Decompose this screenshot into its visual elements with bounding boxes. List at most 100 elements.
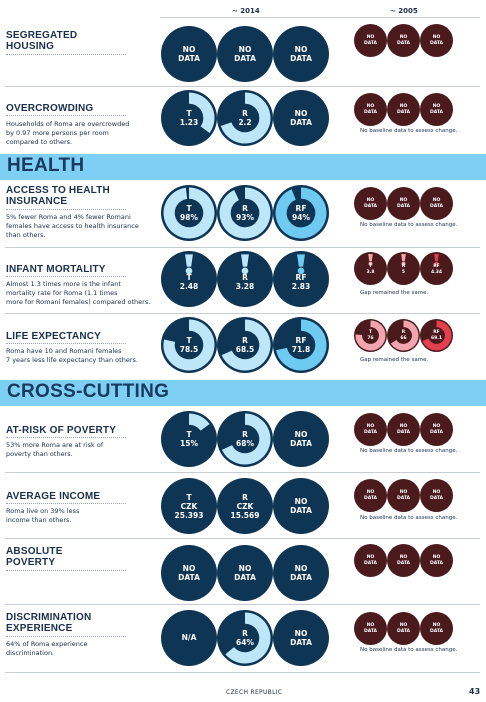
indicator-bubble-total: NO DATA: [161, 26, 217, 82]
exclamation-icon: [434, 253, 439, 266]
exclamation-dot: [241, 267, 249, 275]
progress-arc: [188, 92, 215, 133]
baseline-bubble-romani-female: NO DATA: [420, 479, 453, 512]
section-title-health: HEALTH: [7, 155, 85, 176]
row-description-health-insurance: 5% fewer Roma and 4% fewer Romani females…: [6, 213, 139, 239]
indicator-bubble-romani-female: NO DATA: [273, 478, 329, 534]
indicator-bubble-roma: NO DATA: [217, 26, 273, 82]
title-rule: [6, 115, 126, 116]
row-divider: [5, 86, 480, 87]
indicator-bubble-romani-female: RF 71.8: [273, 317, 329, 373]
exclamation-dot: [297, 267, 305, 275]
row-description-overcrowding: Households of Roma are overcrowded by 0.9…: [6, 120, 130, 146]
baseline-bubble-roma: NO DATA: [387, 544, 420, 577]
baseline-bubble-roma: NO DATA: [387, 612, 420, 645]
row-title-discrimination-experience: DISCRIMINATION EXPERIENCE: [6, 612, 92, 634]
indicator-bubble-total: T 15%: [161, 411, 217, 467]
baseline-bubble-total: NO DATA: [354, 544, 387, 577]
progress-arc: [275, 187, 327, 239]
indicator-bubble-romani-female: NO DATA: [273, 610, 329, 666]
title-rule: [6, 570, 126, 571]
row-title-health-insurance: ACCESS TO HEALTH INSURANCE: [6, 185, 110, 207]
indicator-bubble-roma: R CZK 15.569: [217, 478, 273, 534]
indicator-bubble-total: T 78.5: [161, 317, 217, 373]
column-header-2005: ~ 2005: [390, 7, 418, 15]
progress-ring: [275, 187, 327, 239]
row-title-absolute-poverty: ABSOLUTE POVERTY: [6, 546, 63, 568]
title-rule: [6, 54, 126, 55]
baseline-bubble-roma: NO DATA: [387, 187, 420, 220]
indicator-bubble-total: T 98%: [161, 185, 217, 241]
progress-arc: [390, 320, 419, 351]
row-divider: [5, 313, 480, 314]
indicator-bubble-romani-female: RF 2.83: [273, 251, 329, 307]
indicator-bubble-total: NO DATA: [161, 545, 217, 601]
progress-arc: [220, 92, 271, 144]
baseline-bubble-total: NO DATA: [354, 413, 387, 446]
change-note: Gap remained the same.: [360, 290, 429, 296]
baseline-bubble-total: NO DATA: [354, 187, 387, 220]
indicator-bubble-roma: R 3.28: [217, 251, 273, 307]
row-divider: [5, 472, 480, 473]
progress-ring: [276, 319, 327, 371]
title-rule: [6, 276, 126, 277]
row-description-life-expectancy: Roma have 10 and Romani females 7 years l…: [6, 347, 138, 364]
progress-ring: [225, 612, 271, 664]
change-note: No baseline data to assess change.: [360, 448, 458, 454]
change-note: No baseline data to assess change.: [360, 647, 458, 653]
exclamation-icon: [368, 253, 373, 266]
exclamation-dot: [401, 261, 406, 266]
baseline-bubble-total: T 76: [354, 319, 387, 352]
baseline-bubble-romani-female: NO DATA: [420, 612, 453, 645]
change-note: No baseline data to assess change.: [360, 515, 458, 521]
progress-arc: [221, 413, 271, 465]
baseline-bubble-romani-female: NO DATA: [420, 187, 453, 220]
exclamation-bar: [368, 253, 373, 262]
baseline-bubble-romani-female: RF 4.34: [420, 252, 453, 285]
row-description-infant-mortality: Almost 1.3 times more is the infant morta…: [6, 280, 151, 306]
exclamation-bar: [297, 254, 305, 267]
progress-arc: [355, 320, 386, 351]
column-header-2014: ~ 2014: [232, 7, 260, 15]
progress-arc: [219, 187, 271, 239]
baseline-bubble-romani-female: NO DATA: [420, 93, 453, 126]
exclamation-bar: [434, 253, 439, 262]
title-rule: [6, 503, 126, 504]
indicator-bubble-total: T 1.23: [161, 90, 217, 146]
exclamation-bar: [185, 254, 193, 267]
exclamation-dot: [185, 267, 193, 275]
row-divider: [5, 538, 480, 539]
row-divider: [5, 604, 480, 605]
title-rule: [6, 343, 126, 344]
progress-arc: [163, 187, 215, 239]
row-title-life-expectancy: LIFE EXPECTANCY: [6, 331, 102, 342]
row-divider: [5, 672, 480, 673]
progress-ring: [355, 320, 386, 351]
row-description-at-risk-of-poverty: 53% more Roma are at risk of poverty than…: [6, 441, 104, 458]
change-note: No baseline data to assess change.: [360, 222, 458, 228]
exclamation-dot: [368, 261, 373, 266]
change-note: No baseline data to assess change.: [360, 128, 458, 134]
exclamation-bar: [241, 254, 249, 267]
indicator-bubble-total: N/A: [161, 610, 217, 666]
baseline-bubble-roma: NO DATA: [387, 93, 420, 126]
baseline-bubble-total: T 3.8: [354, 252, 387, 285]
baseline-bubble-roma: NO DATA: [387, 413, 420, 446]
row-title-infant-mortality: INFANT MORTALITY: [6, 264, 106, 275]
progress-arc: [221, 319, 271, 371]
indicator-bubble-roma: R 2.2: [217, 90, 273, 146]
baseline-bubble-total: NO DATA: [354, 479, 387, 512]
exclamation-dot: [434, 261, 439, 266]
indicator-bubble-romani-female: NO DATA: [273, 545, 329, 601]
title-rule: [6, 437, 126, 438]
baseline-bubble-roma: NO DATA: [387, 479, 420, 512]
row-title-average-income: AVERAGE INCOME: [6, 491, 101, 502]
progress-ring: [221, 319, 271, 371]
exclamation-bar: [401, 253, 406, 262]
progress-arc: [276, 319, 327, 371]
baseline-bubble-romani-female: RF 69.1: [420, 319, 453, 352]
indicator-bubble-total: T CZK 25.393: [161, 478, 217, 534]
progress-ring: [390, 320, 419, 351]
baseline-bubble-total: NO DATA: [354, 612, 387, 645]
page-number: 43: [469, 687, 481, 696]
